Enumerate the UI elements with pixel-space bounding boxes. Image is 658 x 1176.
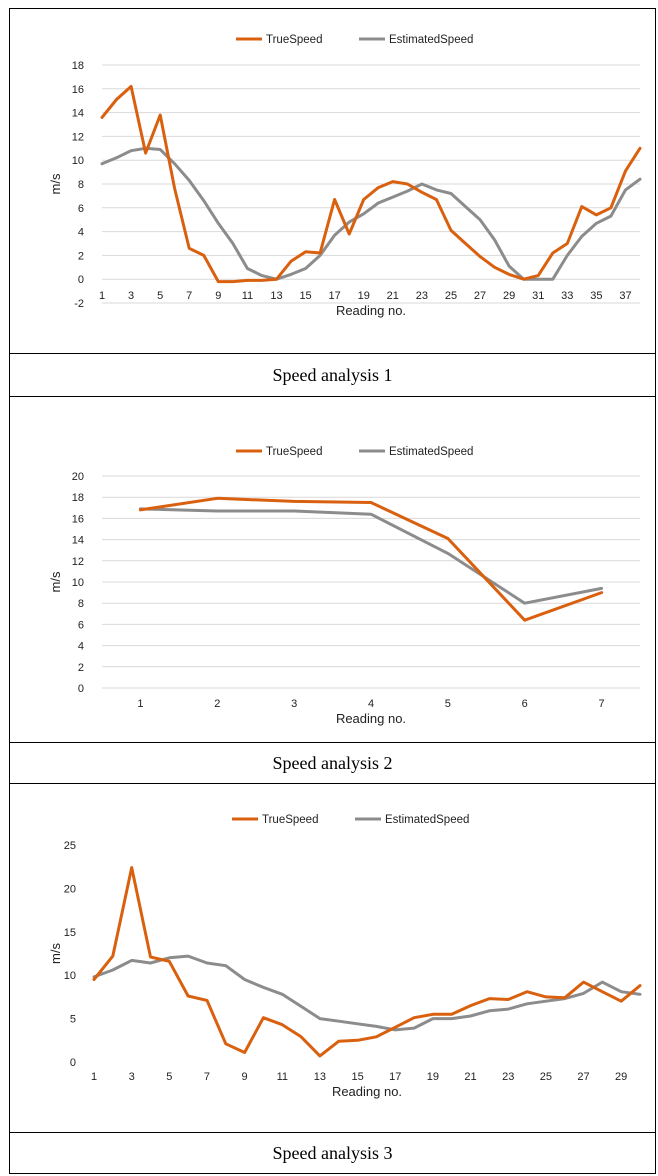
x-tick-label: 5: [157, 290, 163, 302]
x-tick-label: 15: [351, 1071, 363, 1083]
y-tick-label: 12: [72, 556, 84, 568]
x-tick-label: 1: [99, 290, 105, 302]
x-tick-label: 2: [214, 698, 220, 710]
caption-2: Speed analysis 2: [9, 742, 656, 784]
chart-panel-3: 0 5 10 15 20 25 1 3 5 7 9 11 13 15 17 19 21 23 25 27 29 Readi…: [9, 783, 656, 1133]
x-tick-label: 6: [522, 698, 528, 710]
x-tick-label: 3: [129, 1071, 135, 1083]
y-tick-label: 0: [70, 1057, 76, 1069]
series-line-truespeed: [100, 84, 642, 284]
x-tick-label: 21: [387, 290, 399, 302]
y-tick-label: 8: [78, 598, 84, 610]
x-tick-label: 9: [215, 290, 221, 302]
x-tick-label: 31: [532, 290, 544, 302]
y-tick-label: 14: [72, 535, 84, 547]
caption-3: Speed analysis 3: [9, 1132, 656, 1174]
caption-1: Speed analysis 1: [9, 353, 656, 397]
x-tick-label: 37: [619, 290, 631, 302]
x-tick-label: 11: [277, 1071, 288, 1083]
y-tick-label: 10: [72, 155, 84, 167]
x-tick-label: 23: [502, 1071, 514, 1083]
x-tick-label: 7: [186, 290, 192, 302]
y-tick-label: 20: [72, 471, 84, 483]
x-tick-label: 19: [427, 1071, 439, 1083]
chart-panel-2: 0 2 4 6 8 10 12 14 16 18 20 1 2 3 4 5 6 7 Reading no. m/s Tr…: [9, 396, 656, 743]
x-axis-title: Reading no.: [336, 711, 406, 726]
legend-label: EstimatedSpeed: [389, 34, 473, 46]
y-tick-label: 16: [72, 513, 84, 525]
x-tick-label: 9: [242, 1071, 248, 1083]
x-tick-label: 13: [314, 1071, 326, 1083]
legend-label: TrueSpeed: [266, 34, 322, 46]
y-tick-label: 5: [70, 1014, 76, 1026]
x-tick-label: 5: [445, 698, 451, 710]
y-axis-title: m/s: [48, 571, 63, 592]
y-tick-label: 0: [78, 683, 84, 695]
x-tick-label: 23: [416, 290, 428, 302]
y-tick-label: 2: [78, 662, 84, 674]
x-tick-label: 1: [137, 698, 143, 710]
y-tick-label: 25: [64, 840, 76, 852]
x-tick-label: 17: [329, 290, 341, 302]
x-tick-label: 17: [389, 1071, 401, 1083]
y-tick-label: 20: [64, 883, 76, 895]
series-line-estimatedspeed: [92, 954, 642, 1032]
x-tick-label: 21: [464, 1071, 476, 1083]
y-tick-label: 10: [72, 577, 84, 589]
series-line-estimatedspeed: [138, 507, 604, 605]
x-tick-label: 7: [599, 698, 605, 710]
y-tick-label: 4: [78, 227, 84, 239]
x-tick-label: 11: [242, 290, 253, 302]
y-tick-label: 14: [72, 108, 84, 120]
x-tick-label: 7: [204, 1071, 210, 1083]
x-axis-title: Reading no.: [336, 303, 406, 318]
x-tick-label: 27: [474, 290, 486, 302]
legend-label: EstimatedSpeed: [389, 446, 473, 458]
x-tick-label: 13: [270, 290, 282, 302]
x-tick-label: 1: [91, 1071, 97, 1083]
x-tick-label: 35: [590, 290, 602, 302]
x-tick-label: 15: [299, 290, 311, 302]
chart-panel-1: -2 0 2 4 6 8 10 12 14 16 18 1 3 5 7 9 11 13 15 17 19 21 23 25 27…: [9, 8, 656, 354]
x-tick-label: 29: [503, 290, 515, 302]
x-tick-label: 4: [368, 698, 374, 710]
y-tick-label: 6: [78, 619, 84, 631]
x-tick-label: 29: [615, 1071, 627, 1083]
x-tick-label: 3: [291, 698, 297, 710]
x-tick-label: 5: [166, 1071, 172, 1083]
series-line-truespeed: [138, 496, 604, 622]
legend-label: TrueSpeed: [262, 814, 318, 826]
x-tick-label: 27: [577, 1071, 589, 1083]
y-axis-title: m/s: [48, 943, 63, 964]
y-tick-label: 4: [78, 641, 84, 653]
y-tick-label: 8: [78, 179, 84, 191]
y-tick-label: 2: [78, 250, 84, 262]
y-tick-label: 15: [64, 927, 76, 939]
y-axis-title: m/s: [48, 173, 63, 194]
legend-label: TrueSpeed: [266, 446, 322, 458]
y-tick-label: 0: [78, 274, 84, 286]
series-line-truespeed: [92, 866, 642, 1058]
x-tick-label: 19: [358, 290, 370, 302]
y-tick-label: 12: [72, 131, 84, 143]
y-tick-label: 10: [64, 970, 76, 982]
x-axis-title: Reading no.: [332, 1084, 402, 1099]
y-tick-label: 6: [78, 203, 84, 215]
y-tick-label: 18: [72, 60, 84, 72]
y-tick-label: 16: [72, 84, 84, 96]
series-line-estimatedspeed: [100, 146, 642, 281]
legend-label: EstimatedSpeed: [385, 814, 469, 826]
y-tick-label: -2: [74, 298, 84, 310]
x-tick-label: 25: [445, 290, 457, 302]
x-tick-label: 25: [540, 1071, 552, 1083]
x-tick-label: 3: [128, 290, 134, 302]
x-tick-label: 33: [561, 290, 573, 302]
y-tick-label: 18: [72, 492, 84, 504]
